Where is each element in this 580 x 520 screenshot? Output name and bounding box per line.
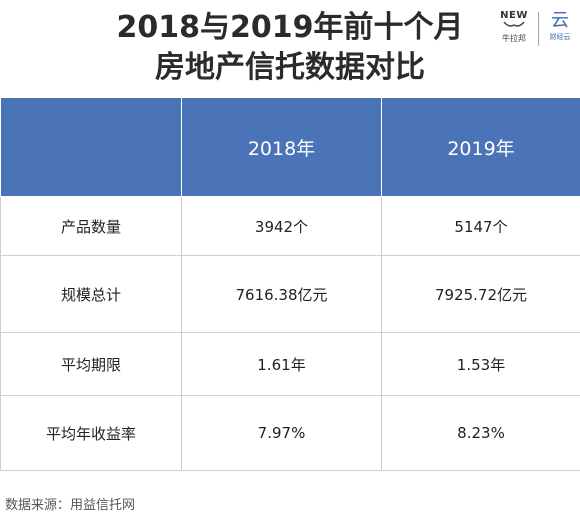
logo-new-text: NEW (500, 10, 528, 21)
table-row: 产品数量 3942个 5147个 (0, 196, 580, 256)
table-row: 平均年收益率 7.97% 8.23% (0, 395, 580, 471)
row-label: 平均期限 (0, 332, 182, 396)
logo-cn-text: 牛拉邦 (502, 34, 526, 43)
table-row: 平均期限 1.61年 1.53年 (0, 332, 580, 396)
row-label: 产品数量 (0, 196, 182, 256)
row-label: 规模总计 (0, 255, 182, 333)
logo-cloud-sub: 财经云 (549, 33, 571, 41)
cell-2019: 8.23% (381, 395, 580, 471)
cloud-logo: 云 财经云 (544, 10, 576, 42)
title-line-1: 2018与2019年前十个月 (116, 10, 464, 45)
bull-icon (496, 21, 532, 31)
cell-2019: 1.53年 (381, 332, 580, 396)
page-title: 2018与2019年前十个月 房地产信托数据对比 (0, 8, 580, 88)
header-2018: 2018年 (181, 97, 382, 197)
cell-2019: 7925.72亿元 (381, 255, 580, 333)
data-source-note: 数据来源：用益信托网 (5, 498, 136, 513)
table-row: 规模总计 7616.38亿元 7925.72亿元 (0, 255, 580, 333)
logo-divider (538, 12, 539, 46)
title-line-2: 房地产信托数据对比 (155, 50, 425, 85)
cell-2018: 3942个 (181, 196, 382, 256)
table-header-row: 2018年 2019年 (0, 97, 580, 197)
comparison-table: 2018年 2019年 产品数量 3942个 5147个 规模总计 7616.3… (0, 97, 580, 471)
header-corner (0, 97, 182, 197)
cell-2018: 7616.38亿元 (181, 255, 382, 333)
header-2019: 2019年 (381, 97, 580, 197)
cell-2018: 1.61年 (181, 332, 382, 396)
cell-2019: 5147个 (381, 196, 580, 256)
logo-cloud-glyph: 云 (551, 10, 569, 31)
new-bull-logo: NEW 牛拉邦 (496, 10, 532, 44)
cell-2018: 7.97% (181, 395, 382, 471)
publisher-logo: NEW 牛拉邦 云 财经云 (496, 10, 576, 50)
row-label: 平均年收益率 (0, 395, 182, 471)
